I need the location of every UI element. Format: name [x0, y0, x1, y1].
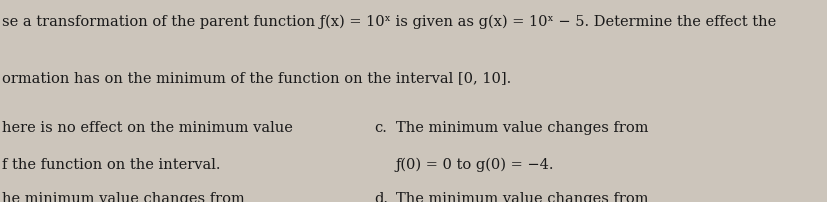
- Text: d.: d.: [374, 192, 388, 202]
- Text: ormation has on the minimum of the function on the interval [0, 10].: ormation has on the minimum of the funct…: [2, 71, 510, 85]
- Text: The minimum value changes from: The minimum value changes from: [395, 192, 648, 202]
- Text: The minimum value changes from: The minimum value changes from: [395, 121, 648, 135]
- Text: se a transformation of the parent function ƒ(x) = 10ˣ is given as g(x) = 10ˣ − 5: se a transformation of the parent functi…: [2, 14, 775, 28]
- Text: c.: c.: [374, 121, 387, 135]
- Text: ƒ(0) = 0 to g(0) = −4.: ƒ(0) = 0 to g(0) = −4.: [395, 158, 553, 172]
- Text: f the function on the interval.: f the function on the interval.: [2, 158, 220, 171]
- Text: here is no effect on the minimum value: here is no effect on the minimum value: [2, 121, 292, 135]
- Text: he minimum value changes from: he minimum value changes from: [2, 192, 244, 202]
